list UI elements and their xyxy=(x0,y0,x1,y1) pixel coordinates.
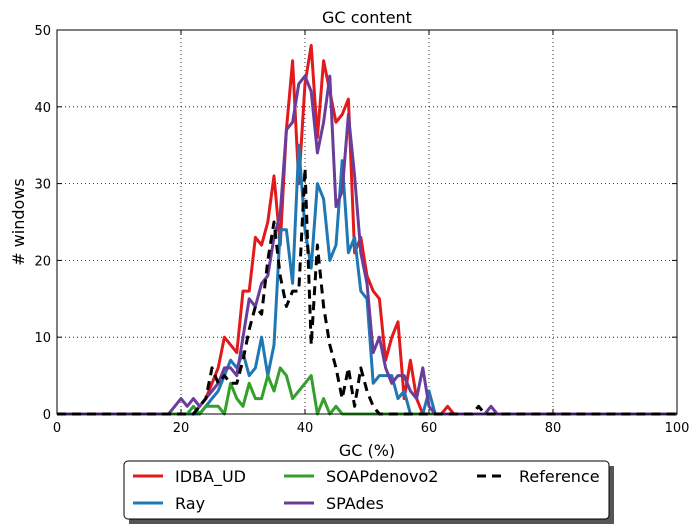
x-tick-label: 20 xyxy=(173,421,190,436)
x-tick-label: 100 xyxy=(665,421,690,436)
plot-frame xyxy=(56,29,678,415)
legend: IDBA_UD Ray SOAPdenovo2 SPAdes Reference xyxy=(123,460,614,524)
x-tick-label: 40 xyxy=(297,421,314,436)
y-tick-label: 0 xyxy=(43,408,51,423)
legend-box xyxy=(123,460,610,520)
legend-label-ray: Ray xyxy=(175,494,205,513)
chart-title: GC content xyxy=(322,8,412,27)
legend-label-soapdenovo2: SOAPdenovo2 xyxy=(326,467,438,486)
x-tick-label: 80 xyxy=(545,421,562,436)
y-tick-label: 40 xyxy=(34,101,51,116)
x-axis-label: GC (%) xyxy=(339,441,395,460)
legend-label-reference: Reference xyxy=(519,467,600,486)
legend-label-spades: SPAdes xyxy=(326,494,384,513)
y-tick-label: 10 xyxy=(34,331,51,346)
plot-background xyxy=(57,30,677,414)
x-tick-label: 60 xyxy=(421,421,438,436)
y-axis-label: # windows xyxy=(9,178,28,266)
axis-ticks: 0 20 40 60 80 100 0 10 20 30 40 50 xyxy=(34,24,689,436)
x-tick-label: 0 xyxy=(53,421,61,436)
y-tick-label: 50 xyxy=(34,24,51,39)
legend-label-idba_ud: IDBA_UD xyxy=(175,467,246,487)
y-tick-label: 30 xyxy=(34,178,51,193)
y-tick-label: 20 xyxy=(34,254,51,269)
